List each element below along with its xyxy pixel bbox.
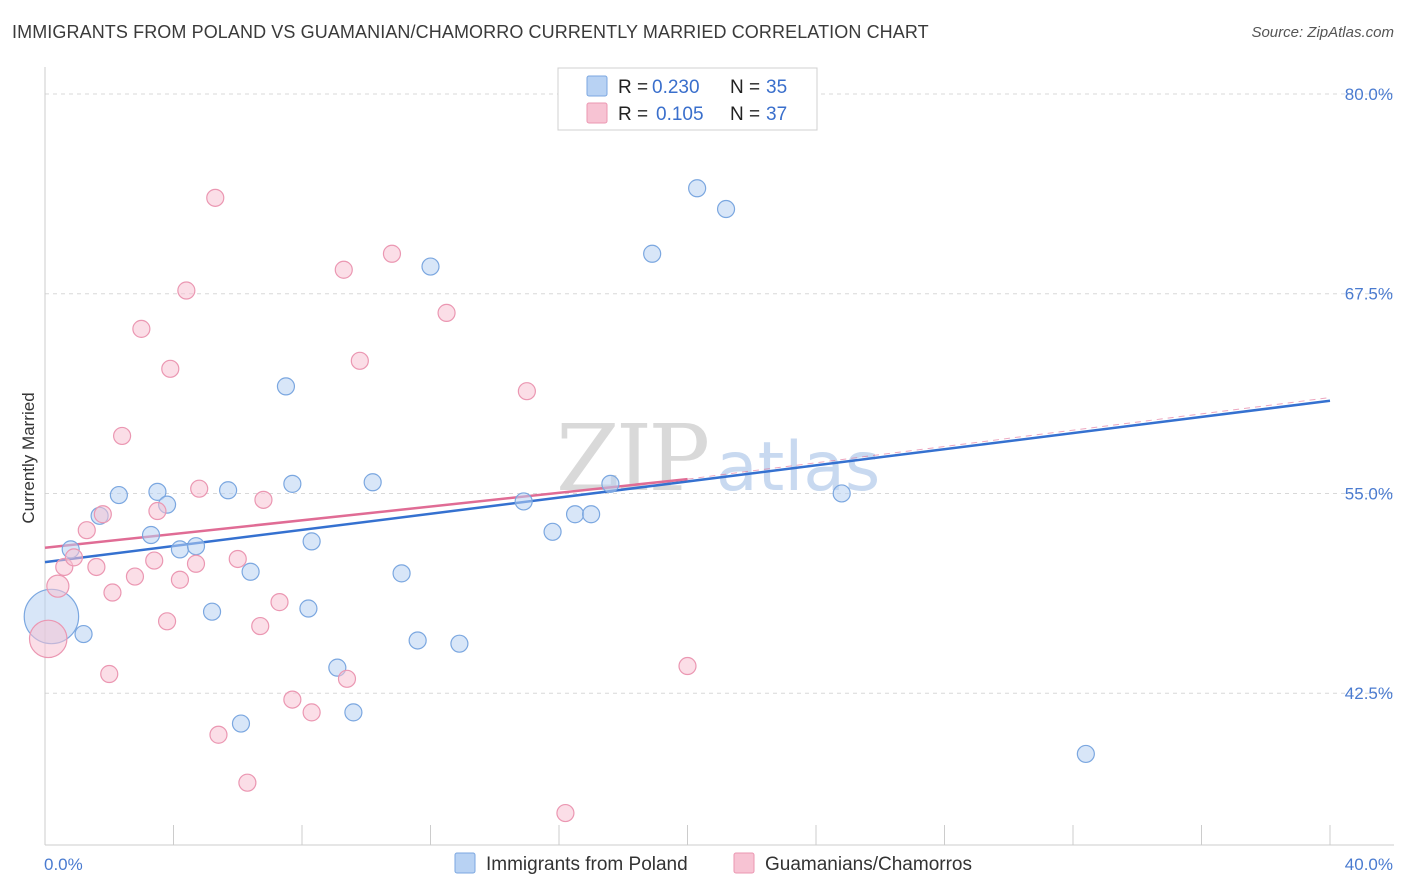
data-point-pink (254, 490, 273, 509)
data-point-blue (392, 564, 411, 583)
x-tick-label: 40.0% (1345, 855, 1393, 874)
data-point-blue (344, 703, 363, 722)
data-point-pink (238, 773, 257, 792)
data-point-blue (565, 505, 585, 524)
data-point-pink (302, 703, 321, 722)
data-point-pink (678, 656, 697, 676)
data-point-pink (148, 501, 167, 521)
x-tick-label: 0.0% (44, 855, 83, 874)
data-point-pink (186, 554, 206, 573)
legend-r-label: R = (618, 77, 648, 98)
data-point-blue (716, 199, 736, 219)
data-point-pink (145, 551, 164, 570)
data-point-blue (408, 631, 427, 650)
data-point-blue (421, 257, 440, 276)
data-point-blue (283, 474, 302, 493)
data-point-blue (302, 532, 321, 551)
data-point-pink (350, 351, 369, 370)
series-legend-label-poland: Immigrants from Poland (486, 854, 688, 875)
data-point-blue (688, 179, 707, 198)
data-point-blue (276, 377, 296, 396)
data-point-pink (251, 616, 270, 636)
data-point-blue (450, 634, 469, 653)
data-point-blue (543, 522, 562, 541)
data-point-pink (190, 479, 209, 498)
data-point-pink (132, 319, 151, 338)
data-point-pink (161, 359, 180, 378)
data-point-pink (337, 669, 357, 688)
data-point-pink (283, 690, 302, 709)
data-point-pink (46, 574, 70, 598)
data-point-pink (87, 557, 106, 577)
chart-title: IMMIGRANTS FROM POLAND VS GUAMANIAN/CHAM… (12, 22, 929, 42)
legend-n-value: 35 (766, 77, 787, 98)
data-point-blue (141, 525, 161, 545)
legend-n-label: N = (730, 104, 760, 125)
data-point-pink (103, 583, 122, 602)
data-point-pink (437, 303, 456, 322)
legend-r-value: 0.230 (652, 77, 700, 98)
data-point-blue (219, 481, 238, 500)
legend-swatch-blue (586, 75, 608, 97)
data-point-blue (170, 540, 190, 559)
legend-n-value: 37 (766, 104, 787, 125)
data-point-blue (582, 505, 601, 524)
data-point-blue (601, 474, 620, 493)
data-point-pink (125, 567, 145, 586)
series-legend: Immigrants from Poland Guamanians/Chamor… (454, 852, 972, 875)
data-point-blue (363, 473, 382, 492)
legend-n-label: N = (730, 77, 760, 98)
data-point-blue (1076, 744, 1095, 764)
data-point-pink (556, 803, 575, 823)
data-point-pink (112, 426, 132, 446)
data-point-pink (100, 664, 119, 684)
series-legend-swatch-pink (733, 852, 755, 874)
data-point-blue (231, 714, 251, 733)
data-point-pink (209, 725, 228, 744)
data-point-pink (382, 244, 402, 263)
y-tick-label: 80.0% (1345, 85, 1393, 104)
data-point-pink (77, 521, 96, 540)
data-point-blue (202, 602, 222, 621)
data-point-blue (299, 599, 318, 618)
data-point-blue (148, 482, 167, 501)
data-point-blue (514, 492, 533, 511)
y-axis-label: Currently Married (19, 392, 38, 523)
data-point-blue (186, 537, 206, 556)
watermark: ZIP atlas (556, 405, 880, 512)
legend-swatch-pink (586, 102, 608, 124)
data-point-pink (170, 570, 190, 589)
trend-line-blue (44, 399, 1331, 564)
data-point-pink (28, 619, 68, 659)
data-point-blue (109, 485, 128, 505)
data-point-blue (643, 244, 662, 263)
data-point-pink (177, 281, 196, 300)
y-tick-label: 42.5% (1345, 684, 1393, 703)
trend-line-extension-pink (687, 397, 1331, 480)
source-credit: Source: ZipAtlas.com (1251, 24, 1394, 41)
data-point-pink (228, 549, 247, 569)
data-point-blue (74, 624, 93, 644)
data-point-blue (832, 484, 851, 503)
data-point-pink (206, 188, 225, 207)
data-point-pink (334, 260, 353, 279)
data-point-pink (93, 505, 112, 524)
y-tick-label: 55.0% (1345, 484, 1393, 503)
data-point-pink (157, 612, 177, 631)
y-tick-label: 67.5% (1345, 285, 1393, 304)
grid (45, 93, 1394, 694)
legend-r-label: R = (618, 104, 648, 125)
data-point-blue (241, 562, 260, 581)
data-point-pink (517, 382, 536, 401)
axes: 42.5% 55.0% 67.5% 80.0% 0.0% 40.0% (44, 67, 1394, 874)
series-legend-label-guamanian: Guamanians/Chamorros (765, 854, 972, 875)
correlation-legend: R = 0.230 N = 35 R = 0.105 N = 37 (557, 67, 818, 131)
series-legend-swatch-blue (454, 852, 476, 874)
data-point-pink (270, 593, 289, 612)
data-point-pink (64, 548, 84, 567)
legend-r-value: 0.105 (656, 104, 704, 125)
data-points (23, 179, 1095, 823)
